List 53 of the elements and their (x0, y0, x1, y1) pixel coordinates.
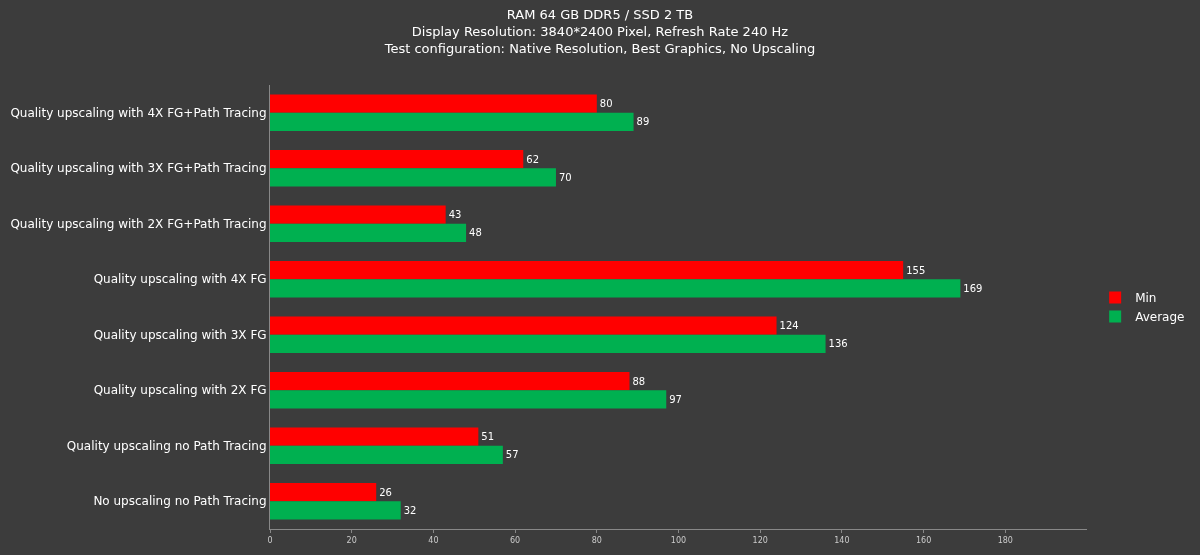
bar (270, 501, 401, 520)
data-label: 80 (599, 98, 613, 110)
bar (270, 279, 961, 298)
x-tick-label: 40 (428, 535, 439, 545)
y-tick-label: Quality upscaling no Path Tracing (66, 438, 267, 453)
x-tick-label: 80 (591, 535, 602, 545)
bar (270, 371, 630, 391)
data-label: 89 (636, 116, 650, 128)
x-tick-label: 180 (997, 535, 1013, 545)
bar (270, 205, 446, 224)
legend-label: Min (1135, 291, 1157, 306)
data-label: 136 (828, 338, 848, 350)
bar (270, 390, 667, 409)
data-label: 97 (669, 393, 682, 405)
bar (270, 149, 524, 169)
chart-title: RAM 64 GB DDR5 / SSD 2 TB Display Resolution: 3840*2400 Pixel, Refresh Rate 240 Hz Test configuration: Native Resolution, Best Graphics, No Upscaling (383, 7, 816, 57)
data-label: 32 (403, 504, 417, 516)
bar (270, 445, 503, 465)
bar (270, 223, 467, 243)
bar (270, 334, 826, 354)
bar (270, 482, 377, 502)
data-label: 48 (469, 227, 482, 239)
data-label: 124 (779, 320, 799, 332)
data-label: 43 (448, 209, 462, 221)
x-tick-label: 60 (510, 535, 521, 545)
legend-label: Average (1135, 310, 1185, 325)
bar (270, 168, 556, 187)
x-tick-label: 100 (670, 535, 687, 545)
data-label: 26 (379, 486, 392, 498)
bar (270, 112, 634, 132)
y-tick-label: Quality upscaling with 4X FG (93, 272, 267, 287)
x-tick-label: 160 (915, 535, 932, 545)
x-tick-label: 140 (834, 535, 850, 545)
data-label: 155 (906, 264, 926, 276)
data-label: 70 (558, 171, 572, 183)
x-tick-label: 20 (346, 535, 357, 545)
y-tick-label: Quality upscaling with 4X FG+Path Tracing (10, 105, 267, 120)
data-label: 88 (632, 375, 646, 387)
data-label: 62 (526, 153, 539, 165)
bar (270, 427, 479, 446)
bar (270, 94, 597, 113)
x-tick-label: 120 (752, 535, 768, 545)
data-label: 57 (505, 449, 519, 461)
y-tick-label: No upscaling no Path Tracing (93, 494, 267, 509)
x-tick-label: 0 (267, 535, 273, 545)
bar (270, 316, 777, 335)
y-tick-label: Quality upscaling with 2X FG (93, 383, 267, 398)
y-tick-label: Quality upscaling with 2X FG+Path Tracing (10, 216, 267, 231)
y-tick-label: Quality upscaling with 3X FG+Path Tracing (10, 161, 267, 176)
data-label: 169 (963, 282, 983, 294)
data-label: 51 (481, 431, 495, 443)
bar (270, 260, 904, 280)
y-tick-label: Quality upscaling with 3X FG (93, 327, 267, 342)
